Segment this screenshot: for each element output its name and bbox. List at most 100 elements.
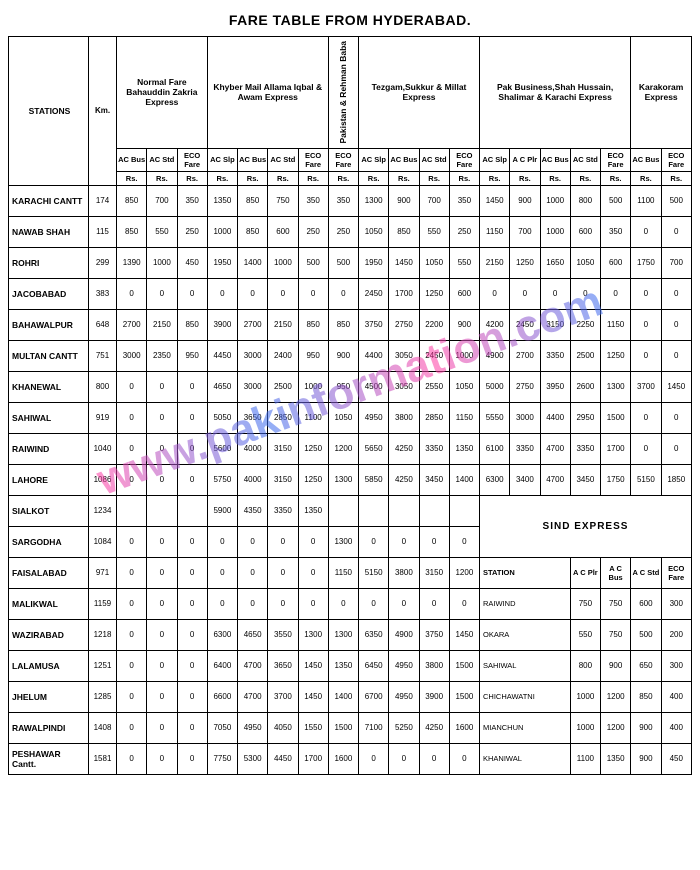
fare-cell: 1300	[328, 619, 358, 650]
fare-cell: 550	[147, 216, 177, 247]
fare-cell: 0	[177, 278, 207, 309]
fare-cell: 900	[328, 340, 358, 371]
hdr-rs: Rs.	[117, 171, 147, 185]
fare-table: STATIONS Km. Normal Fare Bahauddin Zakri…	[8, 36, 692, 775]
fare-cell: 0	[117, 743, 147, 774]
fare-cell: 600	[268, 216, 298, 247]
sind-fare: 800	[570, 650, 600, 681]
fare-cell: 2850	[419, 402, 449, 433]
fare-cell: 0	[661, 216, 692, 247]
fare-cell: 0	[117, 526, 147, 557]
sind-fare: 1000	[570, 681, 600, 712]
fare-cell: 0	[631, 433, 661, 464]
fare-cell: 600	[449, 278, 479, 309]
fare-cell: 0	[147, 743, 177, 774]
km-cell: 383	[89, 278, 117, 309]
station-cell: LAHORE	[9, 464, 89, 495]
hdr-rs: Rs.	[389, 171, 419, 185]
fare-cell: 4000	[238, 433, 268, 464]
fare-cell: 0	[147, 557, 177, 588]
hdr-rs: Rs.	[510, 171, 540, 185]
fare-cell: 3050	[389, 371, 419, 402]
fare-cell: 0	[298, 526, 328, 557]
fare-cell: 850	[177, 309, 207, 340]
hdr-g3: Pakistan & Rehman Baba	[328, 37, 358, 149]
fare-cell: 0	[298, 557, 328, 588]
table-row: KARACHI CANTT174850700350135085075035035…	[9, 185, 692, 216]
km-cell: 1251	[89, 650, 117, 681]
fare-cell: 4900	[389, 619, 419, 650]
fare-cell: 0	[480, 278, 510, 309]
fare-cell: 1350	[449, 433, 479, 464]
fare-cell: 1050	[359, 216, 389, 247]
hdr-km: Km.	[89, 37, 117, 186]
fare-cell: 5050	[207, 402, 237, 433]
km-cell: 1159	[89, 588, 117, 619]
sind-fare: 900	[601, 650, 631, 681]
fare-cell: 1450	[449, 619, 479, 650]
fare-cell: 850	[117, 185, 147, 216]
fare-cell: 0	[268, 526, 298, 557]
fare-cell: 2600	[570, 371, 600, 402]
fare-cell: 4650	[207, 371, 237, 402]
table-row: PESHAWAR Cantt.1581000775053004450170016…	[9, 743, 692, 774]
fare-cell: 3900	[207, 309, 237, 340]
sind-station: MIANCHUN	[480, 712, 571, 743]
fare-cell: 1250	[510, 247, 540, 278]
hdr-g6: Karakoram Express	[631, 37, 692, 149]
fare-cell: 0	[540, 278, 570, 309]
fare-cell: 1050	[449, 371, 479, 402]
fare-cell: 4700	[238, 650, 268, 681]
hdr-rs: Rs.	[268, 171, 298, 185]
fare-cell: 1000	[540, 216, 570, 247]
fare-cell: 4250	[389, 464, 419, 495]
fare-cell: 5250	[389, 712, 419, 743]
sub: AC Std	[147, 148, 177, 171]
hdr-rs: Rs.	[480, 171, 510, 185]
fare-cell: 0	[177, 712, 207, 743]
fare-cell: 0	[449, 588, 479, 619]
fare-cell: 950	[328, 371, 358, 402]
sind-fare: 750	[601, 619, 631, 650]
sind-fare: 600	[631, 588, 661, 619]
hdr-rs: Rs.	[449, 171, 479, 185]
sub: AC Bus	[540, 148, 570, 171]
fare-cell	[117, 495, 147, 526]
fare-cell: 700	[147, 185, 177, 216]
sind-fare: 400	[661, 681, 692, 712]
fare-cell: 1550	[298, 712, 328, 743]
fare-cell: 0	[631, 402, 661, 433]
station-cell: SAHIWAL	[9, 402, 89, 433]
fare-cell: 0	[207, 557, 237, 588]
fare-cell: 1300	[601, 371, 631, 402]
fare-cell: 4250	[419, 712, 449, 743]
fare-cell: 4700	[540, 464, 570, 495]
sind-fare: 1200	[601, 712, 631, 743]
fare-cell: 3150	[268, 464, 298, 495]
fare-cell: 3700	[631, 371, 661, 402]
fare-cell: 2200	[419, 309, 449, 340]
sub: A C Plr	[510, 148, 540, 171]
fare-cell: 0	[328, 278, 358, 309]
fare-cell: 3050	[389, 340, 419, 371]
fare-cell: 950	[177, 340, 207, 371]
fare-cell: 1450	[480, 185, 510, 216]
hdr-rs: Rs.	[328, 171, 358, 185]
fare-cell: 850	[238, 185, 268, 216]
fare-cell: 1390	[117, 247, 147, 278]
fare-cell: 5650	[359, 433, 389, 464]
fare-cell: 1100	[631, 185, 661, 216]
fare-cell: 1300	[328, 526, 358, 557]
sind-fare: 1000	[570, 712, 600, 743]
fare-cell: 4050	[268, 712, 298, 743]
sind-hdr-station: STATION	[480, 557, 571, 588]
fare-cell: 2500	[268, 371, 298, 402]
fare-cell: 3650	[268, 650, 298, 681]
fare-cell: 750	[268, 185, 298, 216]
fare-cell: 0	[631, 278, 661, 309]
fare-cell: 0	[419, 526, 449, 557]
fare-cell: 4450	[268, 743, 298, 774]
fare-cell: 0	[359, 743, 389, 774]
sind-fare: 1200	[601, 681, 631, 712]
fare-cell: 7750	[207, 743, 237, 774]
